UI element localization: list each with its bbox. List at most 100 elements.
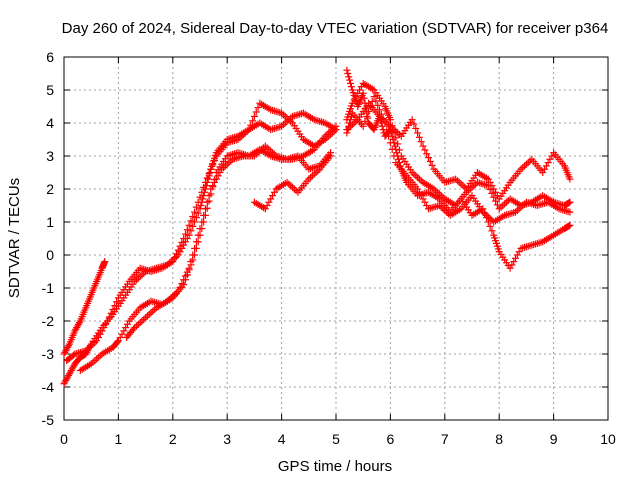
data-point-interp <box>323 131 331 139</box>
data-point-interp <box>383 126 391 134</box>
y-tick-label: 2 <box>46 181 54 197</box>
data-point-interp <box>254 104 262 112</box>
data-point <box>261 142 269 150</box>
data-point-interp <box>519 164 527 172</box>
data-point-interp <box>488 189 496 197</box>
data-point-interp <box>249 117 257 125</box>
data-point-interp <box>183 268 191 276</box>
data-point-interp <box>361 117 369 125</box>
chart-title: Day 260 of 2024, Sidereal Day-to-day VTE… <box>62 20 609 37</box>
data-point-interp <box>187 217 195 225</box>
data-point-interp <box>247 121 255 129</box>
data-point <box>245 126 253 134</box>
data-point-interp <box>390 152 398 160</box>
data-point-interp <box>75 319 83 327</box>
data-point-interp <box>374 101 382 109</box>
data-point <box>196 225 204 233</box>
data-point-interp <box>544 159 552 167</box>
y-tick-label: -2 <box>42 313 55 329</box>
data-point-interp <box>123 320 131 328</box>
data-point-interp <box>415 175 423 183</box>
data-point-interp <box>194 209 202 217</box>
x-tick-label: 3 <box>223 431 231 447</box>
data-point-interp <box>171 291 179 299</box>
data-point-interp <box>212 175 220 183</box>
data-points <box>60 66 574 388</box>
data-point-interp <box>147 309 155 317</box>
data-point-interp <box>136 272 144 280</box>
series-track-8 <box>343 79 574 213</box>
data-point <box>495 205 503 213</box>
data-point-interp <box>225 159 233 167</box>
data-point-interp <box>194 198 202 206</box>
data-point-interp <box>133 322 141 330</box>
data-point-interp <box>410 120 418 128</box>
data-point-interp <box>70 351 78 359</box>
data-point <box>180 235 188 242</box>
data-point <box>566 208 574 216</box>
data-point-interp <box>453 177 461 185</box>
data-point-interp <box>136 319 144 327</box>
data-point-interp <box>423 150 431 158</box>
grid-lines <box>64 57 608 420</box>
x-tick-label: 8 <box>495 431 503 447</box>
data-point <box>185 231 193 239</box>
x-tick-label: 10 <box>600 431 616 447</box>
data-point <box>278 109 286 117</box>
data-point-interp <box>181 230 189 238</box>
data-point-interp <box>285 180 293 188</box>
data-point-interp <box>91 357 99 365</box>
data-point <box>512 208 520 216</box>
data-point-interp <box>457 180 465 188</box>
data-point-interp <box>501 200 509 208</box>
data-point-interp <box>548 152 556 160</box>
data-point-interp <box>379 115 387 123</box>
data-point-interp <box>385 132 393 140</box>
data-point-interp <box>344 70 352 77</box>
series-track-7 <box>343 66 574 272</box>
data-point-interp <box>484 213 492 221</box>
data-point-interp <box>198 218 206 226</box>
y-tick-label: 5 <box>46 82 54 98</box>
data-point-interp <box>205 170 213 178</box>
data-point-interp <box>209 182 217 190</box>
data-point-interp <box>488 227 496 235</box>
data-point-interp <box>174 246 182 254</box>
data-point-interp <box>515 205 523 213</box>
data-point-interp <box>252 108 260 116</box>
data-point-interp <box>363 112 371 120</box>
data-point <box>174 287 182 295</box>
x-tick-label: 7 <box>441 431 449 447</box>
data-point-interp <box>515 248 523 256</box>
series-track-5 <box>123 142 335 341</box>
data-point-interp <box>513 251 521 259</box>
data-point-interp <box>490 185 498 193</box>
data-point <box>566 198 574 206</box>
y-tick-label: 1 <box>46 214 54 230</box>
data-point-interp <box>512 254 520 262</box>
data-point-interp <box>522 160 530 168</box>
data-point-interp <box>118 330 126 338</box>
data-point-interp <box>388 145 396 153</box>
y-tick-label: -3 <box>42 346 55 362</box>
data-point-interp <box>143 312 151 320</box>
data-point-interp <box>96 330 104 338</box>
data-point-interp <box>510 258 518 266</box>
data-point <box>359 122 367 130</box>
data-point-interp <box>191 244 199 252</box>
data-point-interp <box>176 283 184 291</box>
x-tick-label: 9 <box>550 431 558 447</box>
data-point-interp <box>546 155 554 163</box>
y-tick-label: 4 <box>46 115 54 131</box>
data-point-interp <box>134 274 142 282</box>
data-point-interp <box>113 338 121 346</box>
data-point-interp <box>176 242 184 250</box>
x-tick-label: 1 <box>115 431 123 447</box>
data-point-interp <box>283 114 291 122</box>
data-point-interp <box>256 147 264 155</box>
data-point-interp <box>346 76 354 84</box>
data-point-interp <box>426 158 434 165</box>
data-point-interp <box>347 79 355 87</box>
data-point-interp <box>140 315 148 323</box>
